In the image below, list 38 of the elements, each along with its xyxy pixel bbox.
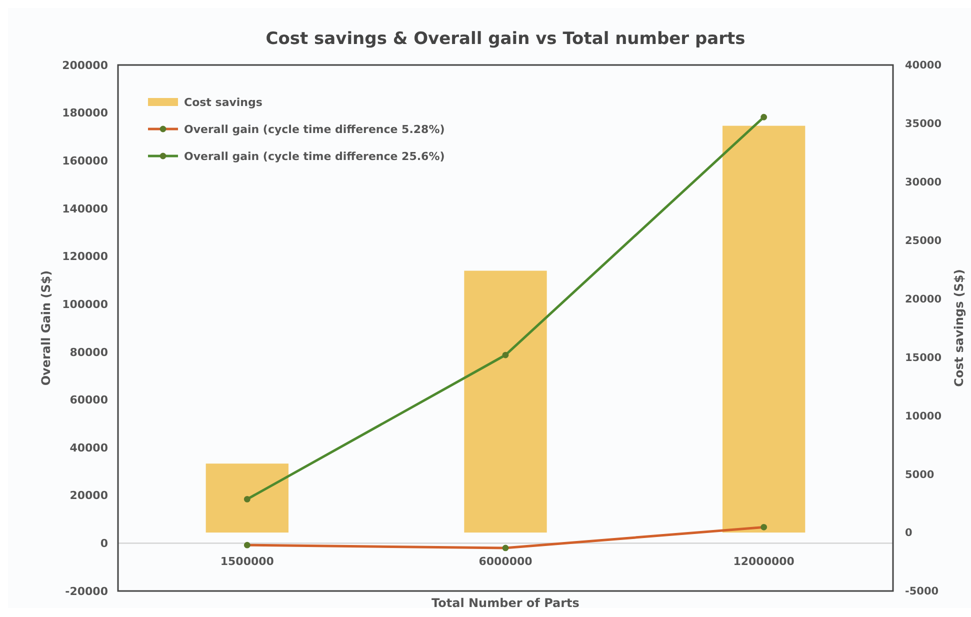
x-tick-label: 6000000: [478, 555, 533, 568]
y-tick-label: 160000: [62, 154, 108, 168]
x-axis-title: Total Number of Parts: [432, 596, 580, 610]
y2-tick-label: -5000: [905, 586, 939, 598]
y-tick-label: 20000: [70, 489, 108, 502]
y-tick-label: 180000: [62, 106, 108, 120]
y2-tick-label: 5000: [905, 468, 934, 481]
y-tick-label: -20000: [65, 584, 108, 598]
y2-tick-label: 20000: [905, 293, 942, 306]
legend-label: Cost savings: [184, 96, 263, 109]
y2-tick-label: 25000: [905, 235, 942, 248]
y-tick-label: 200000: [62, 58, 108, 72]
y-tick-label: 80000: [70, 346, 108, 359]
y2-tick-label: 0: [905, 527, 912, 540]
y-axis-title: Overall Gain (S$): [39, 270, 53, 386]
y2-tick-label: 15000: [905, 352, 942, 364]
bar: [722, 126, 806, 533]
legend-label: Overall gain (cycle time difference 25.6%): [184, 150, 445, 163]
y-tick-label: 140000: [62, 202, 108, 216]
bar: [206, 464, 288, 533]
point: [244, 496, 250, 502]
y-tick-label: 120000: [62, 250, 108, 264]
y2-axis-title: Cost savings (S$): [952, 269, 966, 387]
x-tick-label: 12000000: [733, 555, 795, 568]
legend-label: Overall gain (cycle time difference 5.28%): [184, 122, 445, 136]
y2-tick-label: 30000: [905, 176, 942, 189]
x-tick-label: 1500000: [220, 555, 274, 568]
point: [502, 352, 509, 358]
y2-tick-label: 10000: [905, 410, 942, 422]
y2-tick-label: 40000: [905, 60, 942, 72]
y-tick-label: 60000: [70, 394, 108, 407]
y-tick-label: 100000: [62, 298, 108, 311]
chart-title: Cost savings & Overall gain vs Total number parts: [266, 29, 746, 49]
point: [760, 114, 768, 120]
y-tick-label: 40000: [70, 441, 108, 454]
y2-tick-label: 35000: [905, 118, 942, 130]
bar: [464, 270, 547, 533]
y-tick-label: 0: [100, 537, 108, 550]
